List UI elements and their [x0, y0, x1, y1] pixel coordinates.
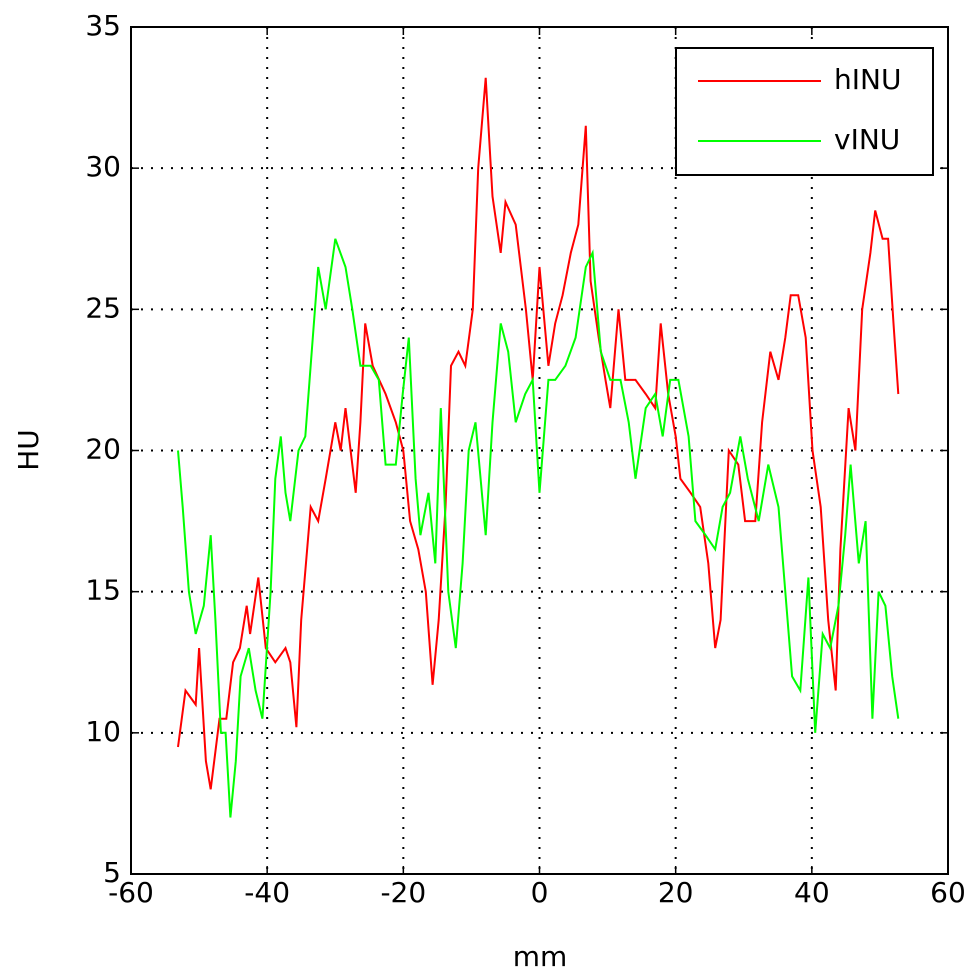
y-tick-label: 30 — [85, 150, 121, 183]
y-axis-label: HU — [12, 429, 45, 471]
x-tick-label: -60 — [108, 876, 154, 909]
data-line — [177, 238, 900, 818]
y-tick-label: 15 — [85, 574, 121, 607]
y-tick-label: 35 — [85, 9, 121, 42]
y-tick-label: 25 — [85, 291, 121, 324]
y-tick-label: 5 — [103, 856, 121, 889]
axes-box — [130, 26, 949, 875]
x-tick-label: -20 — [380, 876, 426, 909]
legend-label: vINU — [834, 123, 900, 156]
x-tick-label: 20 — [658, 876, 694, 909]
x-tick-label: 60 — [930, 876, 966, 909]
y-tick-label: 20 — [85, 433, 121, 466]
x-tick-label: -40 — [244, 876, 290, 909]
y-tick-label: 10 — [85, 715, 121, 748]
legend-box — [675, 47, 934, 176]
x-axis-label: mm — [513, 940, 568, 973]
data-line — [177, 77, 900, 790]
legend-label: hINU — [834, 63, 901, 96]
x-tick-label: 40 — [794, 876, 830, 909]
x-tick-label: 0 — [531, 876, 549, 909]
